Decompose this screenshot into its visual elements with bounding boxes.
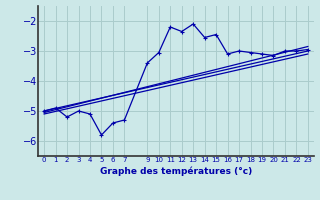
X-axis label: Graphe des températures (°c): Graphe des températures (°c) [100, 166, 252, 176]
